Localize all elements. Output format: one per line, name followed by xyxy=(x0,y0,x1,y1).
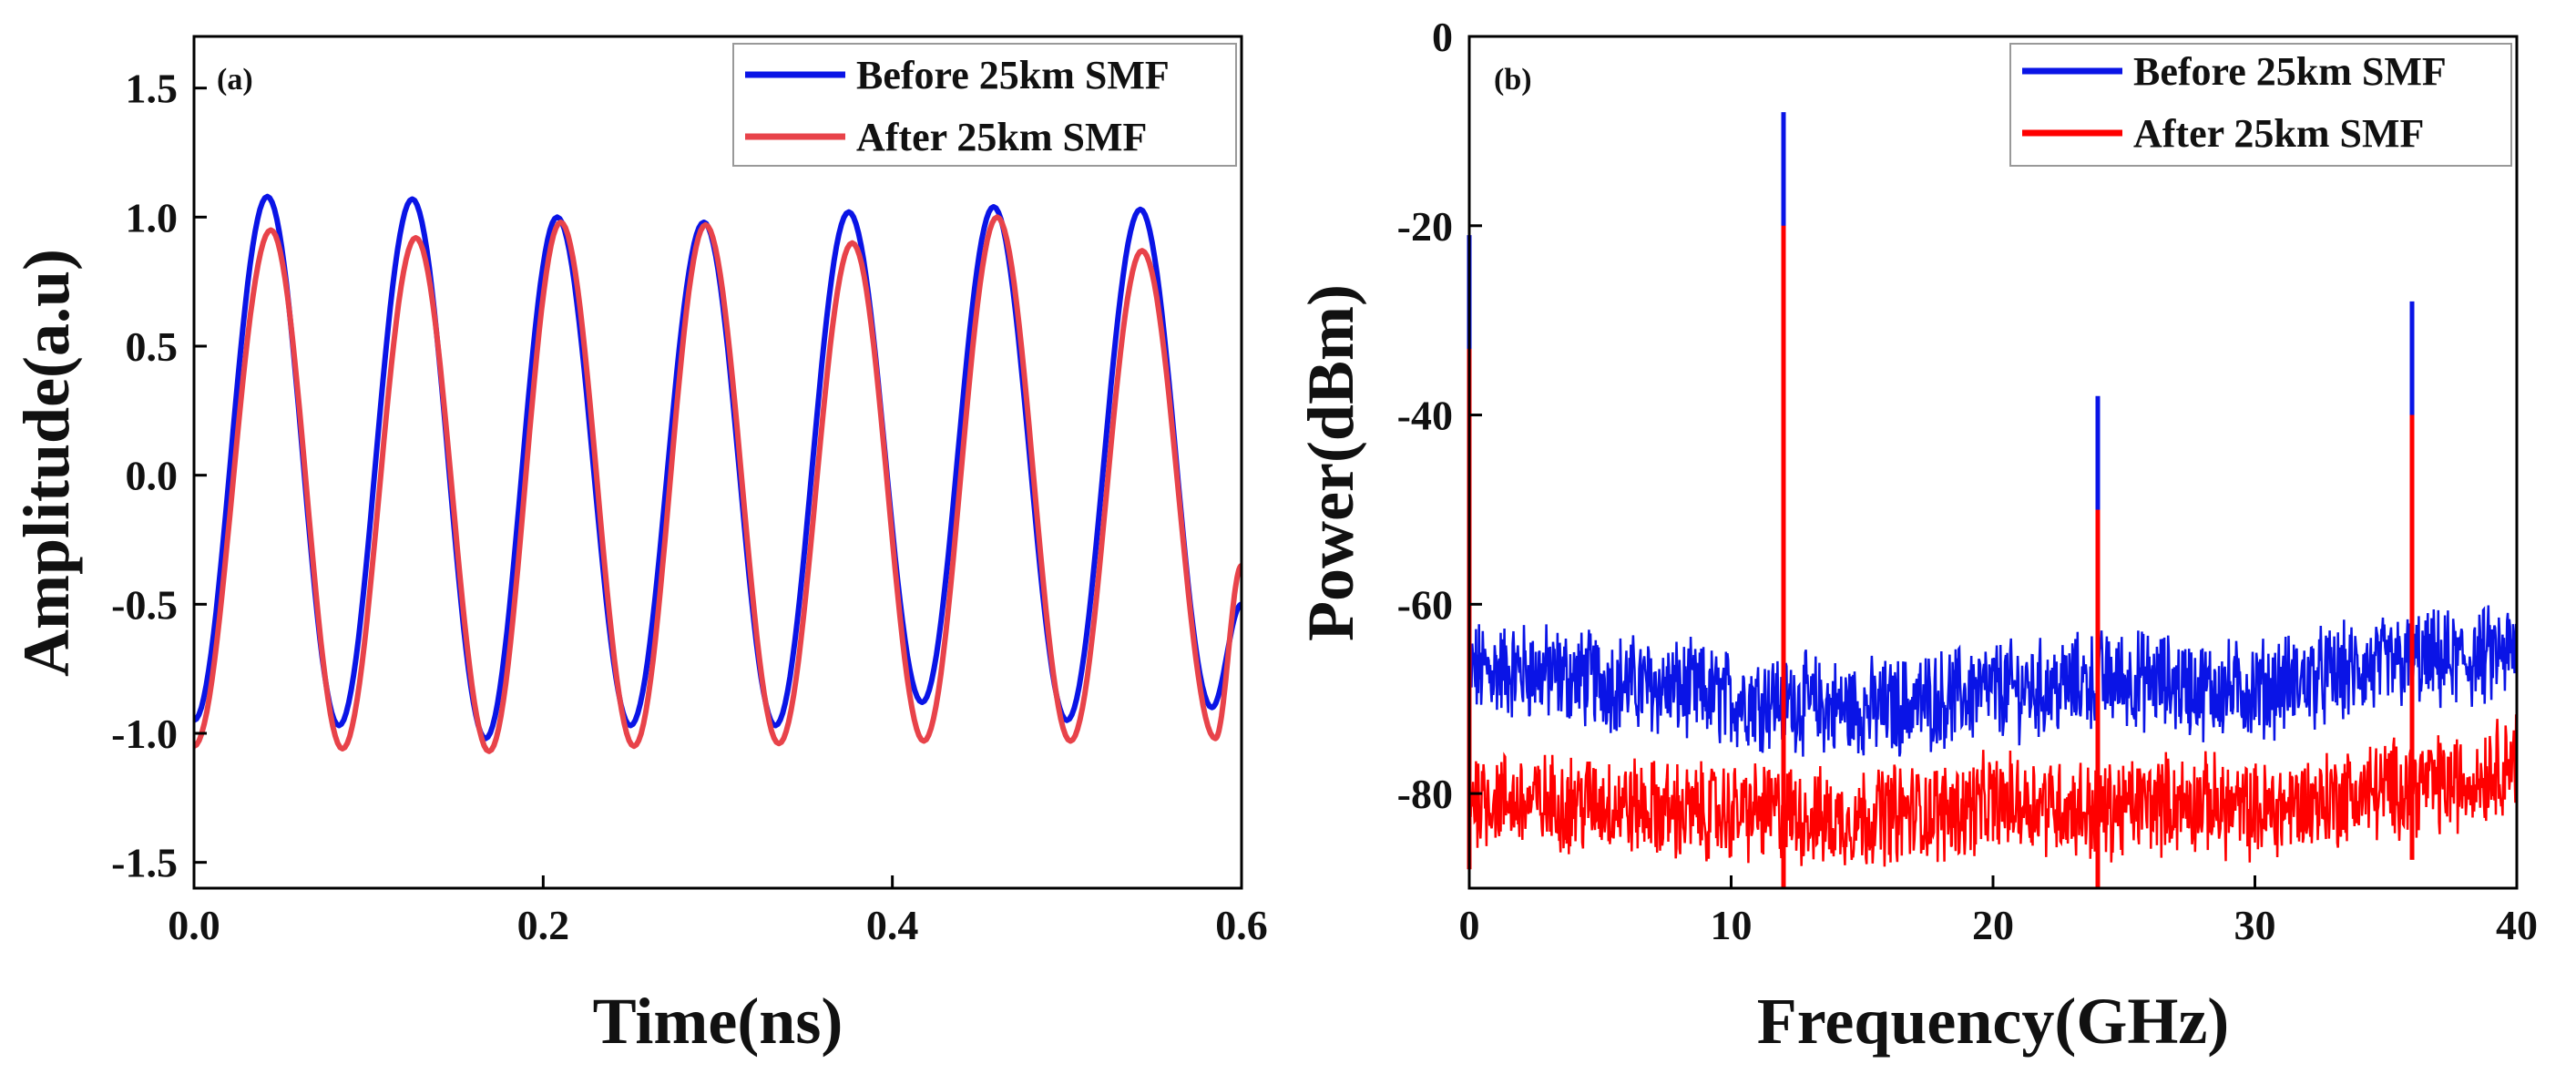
panel-b-y-axis-label: Power(dBm) xyxy=(1294,284,1367,641)
panel-a-legend: Before 25km SMF After 25km SMF xyxy=(732,43,1237,167)
panel-b-y-tick-label: -40 xyxy=(1397,393,1453,439)
panel-a-series-line-after xyxy=(192,214,1243,754)
panel-a-legend-box xyxy=(732,43,1237,167)
panel-b-x-tick-label: 40 xyxy=(2496,902,2538,948)
panel-b-y-tick-label: 0 xyxy=(1432,14,1453,60)
panel-b-x-tick-label: 0 xyxy=(1459,902,1480,948)
panel-a-x-tick-label: 0.6 xyxy=(1215,902,1268,948)
panel-b-x-tick-label: 30 xyxy=(2234,902,2276,948)
panel-a-y-tick-label: 1.5 xyxy=(126,66,179,112)
panel-b-legend: Before 25km SMF After 25km SMF xyxy=(2009,43,2512,167)
panel-a-tag: (a) xyxy=(217,63,253,97)
panel-b-y-tick-label: -20 xyxy=(1397,203,1453,250)
panel-b-x-tick-label: 20 xyxy=(1972,902,2014,948)
panel-b-tag: (b) xyxy=(1494,63,1532,97)
panel-a-ticks: 0.0 0.2 0.4 0.6 -1.5 -1.0 -0.5 0.0 0.5 1.0 1.5 xyxy=(111,66,1268,948)
panel-b-y-tick-label: -60 xyxy=(1397,581,1453,628)
panel-a-y-tick-label: -0.5 xyxy=(111,581,178,628)
panel-a-x-tick-label: 0.4 xyxy=(866,902,919,948)
panel-a-amplitude-chart: 0.0 0.2 0.4 0.6 -1.5 -1.0 -0.5 0.0 0.5 1.0 1.5 (a)… xyxy=(10,35,1268,1058)
panel-b-legend-box xyxy=(2009,43,2512,167)
panel-b-x-tick-label: 10 xyxy=(1711,902,1753,948)
panel-a-x-axis-label: Time(ns) xyxy=(593,985,843,1058)
panel-a-y-tick-label: 1.0 xyxy=(126,194,179,240)
panel-a-y-tick-label: 0.0 xyxy=(126,453,179,499)
panel-a-plot-frame xyxy=(192,35,1243,890)
panel-b-ticks: 0 10 20 30 40 0 -20 -40 -60 -80 xyxy=(1397,14,2538,948)
panel-b-legend-label-after: After 25km SMF xyxy=(2133,111,2424,156)
panel-b-x-axis-label: Frequency(GHz) xyxy=(1757,985,2230,1058)
panel-b-legend-label-before: Before 25km SMF xyxy=(2133,49,2447,94)
panel-a-legend-label-after: After 25km SMF xyxy=(856,115,1147,159)
panel-b-y-tick-label: -80 xyxy=(1397,771,1453,817)
panel-a-legend-label-before: Before 25km SMF xyxy=(856,53,1170,97)
panel-b-noise-floor-after xyxy=(1467,714,2519,867)
panel-b-power-spectrum-chart: 0 10 20 30 40 0 -20 -40 -60 -80 (b) Before 25km S… xyxy=(1294,14,2538,1058)
panel-a-y-tick-label: -1.0 xyxy=(111,711,178,757)
panel-a-x-tick-label: 0.2 xyxy=(517,902,570,948)
panel-a-x-tick-label: 0.0 xyxy=(168,902,220,948)
panel-a-y-tick-label: 0.5 xyxy=(126,323,179,370)
panel-a-series-group xyxy=(192,193,1243,754)
panel-b-noise-floor-before xyxy=(1467,605,2519,757)
panel-a-y-tick-label: -1.5 xyxy=(111,840,178,886)
panel-a-y-axis-label: Amplitude(a.u) xyxy=(10,249,83,677)
